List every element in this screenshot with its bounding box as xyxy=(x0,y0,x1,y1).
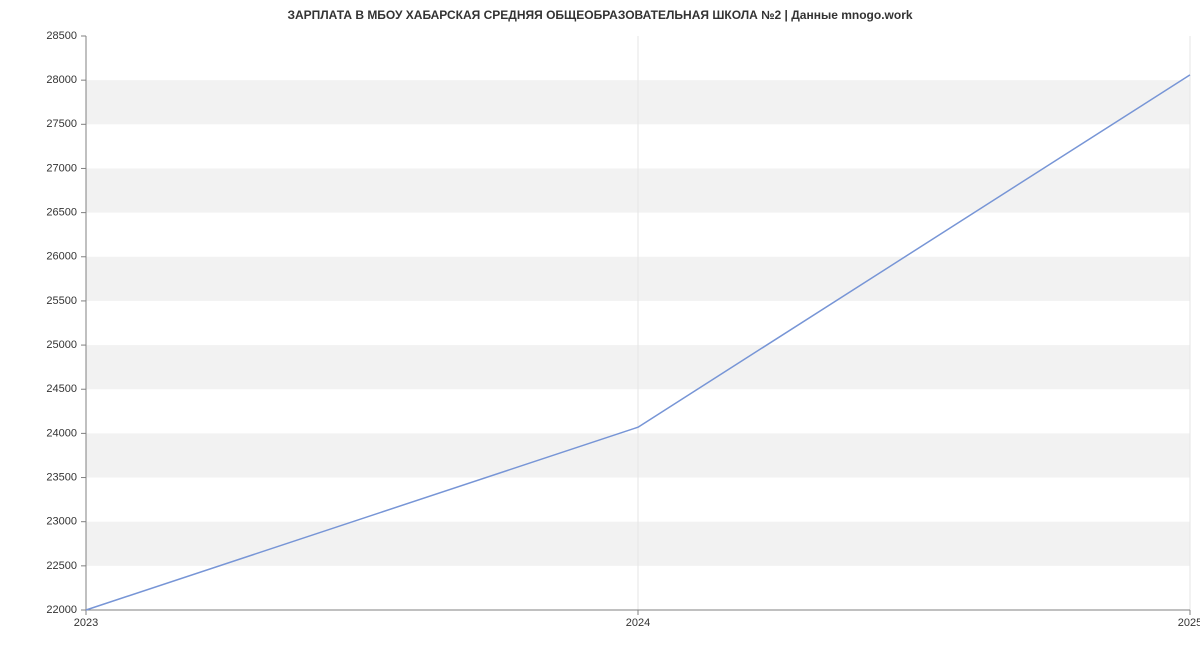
y-tick-label: 23500 xyxy=(46,471,77,483)
line-chart: ЗАРПЛАТА В МБОУ ХАБАРСКАЯ СРЕДНЯЯ ОБЩЕОБ… xyxy=(0,0,1200,650)
x-tick-label: 2023 xyxy=(74,617,98,629)
y-tick-label: 27000 xyxy=(46,162,77,174)
y-tick-label: 24500 xyxy=(46,383,77,395)
y-tick-label: 26500 xyxy=(46,207,77,219)
y-tick-label: 25500 xyxy=(46,295,77,307)
y-tick-label: 24000 xyxy=(46,427,77,439)
y-tick-label: 22000 xyxy=(46,604,77,616)
x-tick-label: 2024 xyxy=(626,617,650,629)
y-tick-label: 23000 xyxy=(46,516,77,528)
chart-svg: 22000 22500 23000 23500 24000 24500 25000 25500… xyxy=(0,0,1200,650)
y-tick-label: 22500 xyxy=(46,560,77,572)
chart-title: ЗАРПЛАТА В МБОУ ХАБАРСКАЯ СРЕДНЯЯ ОБЩЕОБ… xyxy=(0,8,1200,22)
x-tick-label: 2025 xyxy=(1178,617,1200,629)
y-tick-label: 28000 xyxy=(46,74,77,86)
y-tick-label: 25000 xyxy=(46,339,77,351)
y-tick-label: 27500 xyxy=(46,118,77,130)
y-tick-label: 28500 xyxy=(46,30,77,42)
y-tick-label: 26000 xyxy=(46,251,77,263)
